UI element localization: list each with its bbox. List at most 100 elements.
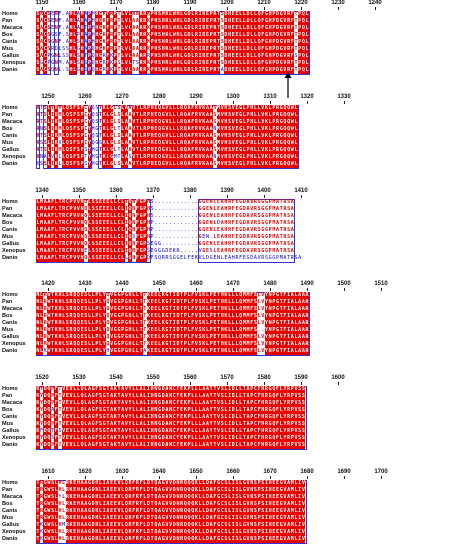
position-tick-label: 1380 bbox=[183, 188, 197, 194]
species-label: Homo bbox=[2, 199, 18, 205]
species-label: Mus bbox=[2, 234, 14, 240]
alignment-block: 1610 1620 1630 1640 1650 1660 1670 1680 1690 1700… bbox=[0, 469, 474, 549]
species-label: Homo bbox=[2, 11, 18, 17]
species-label: Homo bbox=[2, 480, 18, 486]
sequence-row: SGCPGNM.AHLSHSPQHGRFKPSLVLTSRRKPHSHRLWHL… bbox=[36, 60, 309, 67]
position-tick-label: 1540 bbox=[109, 375, 123, 381]
sequence-row: KYDQPFTVEVLLQLAGFSGTAKTAVYLLALIHNGDANCFE… bbox=[36, 414, 306, 421]
sequence-row: TRGWSLHLRKEHAAGDHLIAEEVLQRFRFLDTQAGVVDNR… bbox=[36, 480, 306, 487]
sequence-row: KFDQTFSVEVLLQLAGFSGTAKTAVYLLALIHNGDANCFE… bbox=[36, 428, 306, 435]
position-tick-mark bbox=[227, 195, 228, 198]
position-tick-mark bbox=[153, 195, 154, 198]
sequence-row: NLRWTKHLSRQQESLLPLYQVGGPGHLLTTKEELKGTIDT… bbox=[36, 334, 309, 341]
species-label: Pan bbox=[2, 206, 13, 212]
sequence-row: NLRWTKHLSRQQESLLPLYQVGGPGHLLTTKEELKGTIDT… bbox=[36, 320, 309, 327]
position-ruler: 1610 1620 1630 1640 1650 1660 1670 1680 1690 1700 bbox=[0, 469, 474, 480]
species-label: Bos bbox=[2, 501, 13, 507]
species-label: Danio bbox=[2, 67, 18, 73]
position-tick-mark bbox=[307, 288, 308, 291]
species-label: Canis bbox=[2, 227, 18, 233]
species-label: Danio bbox=[2, 348, 18, 354]
position-tick-mark bbox=[270, 101, 271, 104]
sequence-row: TKGWSLHLRKEHAAGDHLIAEEVLQRFRFLDTQAGVVDNR… bbox=[36, 536, 306, 543]
sequence-row: RTSLIKMLQSFSPCYQSTKLGLSLAAVTLRPHEQGVLLLR… bbox=[36, 133, 298, 140]
position-tick-mark bbox=[227, 382, 228, 385]
species-label: Canis bbox=[2, 39, 18, 45]
position-tick-mark bbox=[338, 382, 339, 385]
position-tick-label: 1360 bbox=[109, 188, 123, 194]
position-tick-label: 1230 bbox=[331, 0, 345, 6]
species-label: Canis bbox=[2, 414, 18, 420]
sequence-row: TKGWSLHMRKEHAAGDHLIAEEVLQRFRFLDTQAGVVDNR… bbox=[36, 522, 306, 529]
position-tick-mark bbox=[301, 7, 302, 10]
position-tick-mark bbox=[48, 101, 49, 104]
sequence-row: SACSENF.AHLAHTPHHGKFRPTLVLAARRKPHSHRLWHL… bbox=[36, 25, 309, 32]
species-label: Bos bbox=[2, 32, 13, 38]
position-tick-mark bbox=[375, 7, 376, 10]
sequence-row: LMAAFLTRCPVVNQLSSEEELLCLIQNFGPSEGG......… bbox=[36, 241, 294, 248]
sequence-row: TKGWSLHLRKEHAAGDHLIAEEVLQRFRFLDTQAGVVDNR… bbox=[36, 529, 306, 536]
position-tick-mark bbox=[233, 476, 234, 479]
position-tick-label: 1660 bbox=[226, 469, 240, 475]
position-tick-label: 1490 bbox=[300, 281, 314, 287]
species-label: Danio bbox=[2, 255, 18, 261]
sequence-row: KYDQAFTVEVLLQLAGFSGTAKTAVYLLALIHNGDANCFE… bbox=[36, 407, 306, 414]
position-tick-label: 1180 bbox=[146, 0, 160, 6]
position-tick-mark bbox=[48, 476, 49, 479]
sequence-row: SACSGSF.SHLPHAPHHGKFRPTLVLAARRKPHSHRLWHL… bbox=[36, 32, 309, 39]
position-tick-mark bbox=[307, 476, 308, 479]
sequence-row: KYDQSFTVEVLLQLAGFSGTAKTAVYLLALIHNGDANCFE… bbox=[36, 435, 306, 442]
species-label: Bos bbox=[2, 313, 13, 319]
alignment-block: 1420 1430 1440 1450 1460 1470 1480 1490 1500 1510… bbox=[0, 281, 474, 361]
sequence-row: SACSGNF.AHLSHAPHHGKFRPTLVLAARRKPHSHRLWHL… bbox=[36, 39, 309, 46]
alignment-block: 1520 1530 1540 1550 1560 1570 1580 1590 1600 Homo… bbox=[0, 375, 474, 455]
position-tick-label: 1310 bbox=[263, 94, 277, 100]
position-tick-label: 1420 bbox=[41, 281, 55, 287]
position-tick-mark bbox=[270, 288, 271, 291]
sequence-row: RNALVKLLQSFSPTYHGTKLGMTLASVTLRPHEQGVLLLR… bbox=[36, 154, 298, 161]
sequence-row: RTSLIKMLQSFSPCYQSTKLGLSLAAVTLRPHEQGVLLLR… bbox=[36, 119, 298, 126]
species-label: Mus bbox=[2, 327, 14, 333]
position-tick-mark bbox=[153, 7, 154, 10]
position-tick-label: 1290 bbox=[189, 94, 203, 100]
position-ruler: 1520 1530 1540 1550 1560 1570 1580 1590 1600 bbox=[0, 375, 474, 386]
species-label: Bos bbox=[2, 220, 13, 226]
species-label: Canis bbox=[2, 508, 18, 514]
sequence-row: NLRWTKHLSRQQESLLPLYQVGGPGHLLTTKEELKGTIDT… bbox=[36, 306, 309, 313]
species-label: Canis bbox=[2, 133, 18, 139]
position-tick-mark bbox=[270, 476, 271, 479]
position-tick-label: 1550 bbox=[146, 375, 160, 381]
position-ruler: 1250 1260 1270 1280 1290 1300 1310 1320 1330 bbox=[0, 94, 474, 105]
sequence-row: LMAAFLTRCPVVNQLSSEEELLCLIQNFGPHS........… bbox=[36, 199, 294, 206]
species-label: Gallus bbox=[2, 522, 20, 528]
up-arrow-icon bbox=[284, 72, 292, 98]
species-label: Xenopus bbox=[2, 435, 26, 441]
sequence-row: TRGWSLYLRKEHAAGDHLIAEEVLQRFRFLDTQAGVVDNR… bbox=[36, 494, 306, 501]
sequence-row: LMAAFLTRCPVVNQLSSEEELLCLIQNFGPHP........… bbox=[36, 227, 294, 234]
species-label: Xenopus bbox=[2, 154, 26, 160]
position-tick-mark bbox=[42, 195, 43, 198]
sequence-row: LMAAFLTRCPVVNQLSSEEELLCLIQSFGPHP........… bbox=[36, 234, 294, 241]
position-tick-label: 1480 bbox=[263, 281, 277, 287]
position-tick-label: 1220 bbox=[294, 0, 308, 6]
position-tick-label: 1250 bbox=[41, 94, 55, 100]
position-tick-label: 1560 bbox=[183, 375, 197, 381]
species-label: Macaca bbox=[2, 213, 23, 219]
position-tick-mark bbox=[153, 382, 154, 385]
position-tick-mark bbox=[196, 288, 197, 291]
alignment-block: 1150 1160 1170 1180 1190 1200 1210 1220 1230 1240… bbox=[0, 0, 474, 80]
species-label: Gallus bbox=[2, 334, 20, 340]
position-tick-mark bbox=[122, 101, 123, 104]
sequence-row: RTSLIKMLQSFSPSYHGTKLGLTLAAVTLRPHEQGVLLLR… bbox=[36, 147, 298, 154]
position-tick-label: 1350 bbox=[72, 188, 86, 194]
sequence-row: TRGWSLHLRKEHAAGDHLIAEEVLQRFRFLDTQAGVVDNR… bbox=[36, 487, 306, 494]
position-tick-label: 1670 bbox=[263, 469, 277, 475]
position-tick-mark bbox=[116, 382, 117, 385]
position-tick-mark bbox=[264, 382, 265, 385]
sequence-row: TRGWSLHLRKEHAAGDHLIAEEVLQRFRFLDTQAGVVDNR… bbox=[36, 515, 306, 522]
position-tick-label: 1200 bbox=[220, 0, 234, 6]
sequence-row: SACSENF.AHLAHAPHHGKFRPTLVLAARRKPHSHRLWHL… bbox=[36, 11, 309, 18]
sequence-row: LMAAFLTRCPVVNQLSSEEELLCLIQNFGPHP........… bbox=[36, 220, 294, 227]
position-tick-mark bbox=[159, 476, 160, 479]
position-tick-mark bbox=[233, 288, 234, 291]
